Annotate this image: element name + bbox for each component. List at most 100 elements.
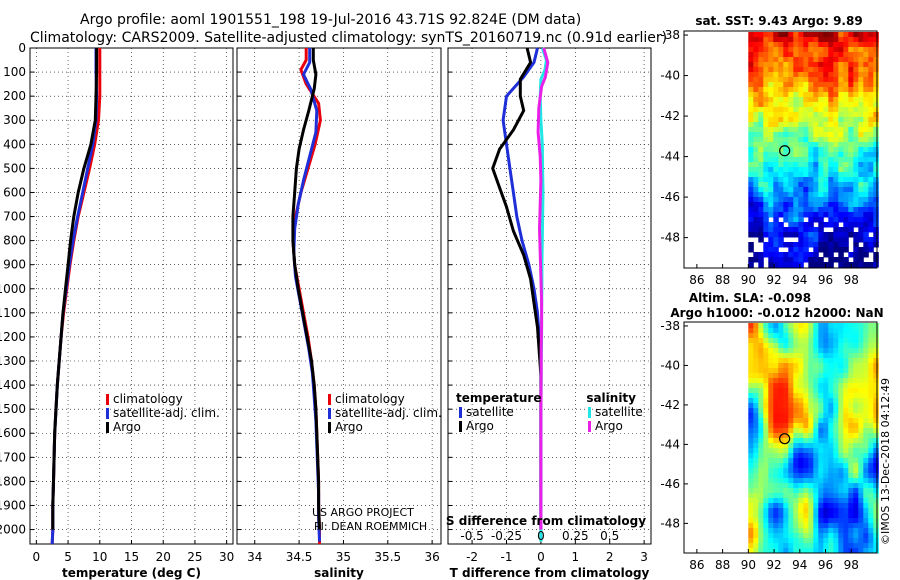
map-cell: [818, 438, 824, 444]
map-cell: [768, 493, 774, 499]
map-cell: [868, 42, 874, 48]
map-cell: [753, 323, 759, 329]
map-cell: [833, 62, 839, 68]
map-cell: [788, 157, 794, 163]
map-cell: [808, 72, 814, 78]
map-cell: [853, 47, 859, 53]
map-cell: [798, 142, 804, 148]
map-cell: [843, 373, 849, 379]
map-cell: [868, 378, 874, 384]
map-cell: [858, 383, 864, 389]
map-cell: [848, 393, 854, 399]
map-cell: [818, 257, 824, 263]
map-cell: [823, 358, 829, 364]
map-cell: [783, 523, 789, 529]
map-cell: [773, 257, 779, 263]
map-cell: [843, 413, 849, 419]
map-cell: [823, 383, 829, 389]
map-cell: [858, 157, 864, 163]
map-cell: [768, 177, 774, 183]
map-cell: [748, 378, 754, 384]
map-cell: [803, 247, 809, 253]
map-cell: [853, 127, 859, 133]
map-cell: [793, 37, 799, 43]
map-cell: [768, 458, 774, 464]
map-cell: [853, 77, 859, 83]
map-cell: [853, 453, 859, 459]
map-cell: [823, 373, 829, 379]
map-cell: [853, 57, 859, 63]
map-cell: [808, 478, 814, 484]
map-cell: [823, 157, 829, 163]
map-cell: [823, 343, 829, 349]
map-cell: [818, 172, 824, 178]
map-cell: [803, 117, 809, 123]
map-cell: [863, 338, 869, 344]
map-cell: [748, 77, 754, 83]
map-cell: [783, 458, 789, 464]
map-cell: [833, 503, 839, 509]
map-cell: [783, 493, 789, 499]
map-cell: [843, 383, 849, 389]
map-cell: [858, 112, 864, 118]
map-cell: [773, 237, 779, 243]
map-cell: [853, 408, 859, 414]
map-cell: [818, 37, 824, 43]
map-cell: [828, 463, 834, 469]
map-cell: [858, 348, 864, 354]
map-cell: [748, 443, 754, 449]
map-cell: [798, 538, 804, 544]
map-cell: [873, 122, 879, 128]
map-cell: [868, 388, 874, 394]
map-cell: [753, 142, 759, 148]
map-cell: [873, 443, 879, 449]
map-cell: [808, 32, 814, 38]
map-cell: [833, 498, 839, 504]
map-cell: [843, 448, 849, 454]
map-cell: [803, 483, 809, 489]
legend-left-title: temperature: [456, 391, 541, 405]
map-cell: [758, 418, 764, 424]
map-cell: [813, 463, 819, 469]
map-cell: [753, 47, 759, 53]
map-cell: [778, 172, 784, 178]
argo-position-marker: [779, 433, 791, 445]
map-cell: [803, 528, 809, 534]
map-cell: [848, 202, 854, 208]
map-cell: [793, 508, 799, 514]
map-cell: [868, 548, 874, 554]
map-cell: [798, 358, 804, 364]
map-cell: [853, 177, 859, 183]
map-cell: [853, 42, 859, 48]
map-cell: [853, 237, 859, 243]
map-cell: [763, 47, 769, 53]
map-cell: [873, 97, 879, 103]
map-cell: [818, 473, 824, 479]
map-cell: [778, 142, 784, 148]
map-cell: [873, 147, 879, 153]
map-cell: [778, 202, 784, 208]
map-cell: [778, 242, 784, 248]
map-cell: [848, 358, 854, 364]
map-cell: [768, 393, 774, 399]
map-cell: [783, 518, 789, 524]
map-cell: [873, 127, 879, 133]
map-cell: [783, 67, 789, 73]
map-cell: [758, 142, 764, 148]
map-cell: [808, 42, 814, 48]
map-cell: [833, 152, 839, 158]
map-cell: [788, 413, 794, 419]
map-cell: [858, 42, 864, 48]
map-cell: [753, 378, 759, 384]
map-cell: [873, 67, 879, 73]
map-cell: [763, 132, 769, 138]
map-cell: [863, 523, 869, 529]
map-cell: [853, 242, 859, 248]
map-cell: [868, 503, 874, 509]
map-cell: [833, 162, 839, 168]
map-cell: [848, 503, 854, 509]
map-cell: [783, 383, 789, 389]
map-cell: [848, 37, 854, 43]
map-cell: [873, 418, 879, 424]
map-cell: [798, 328, 804, 334]
